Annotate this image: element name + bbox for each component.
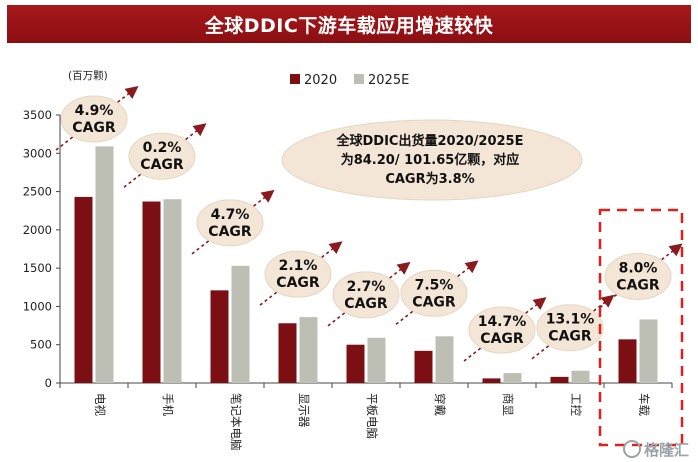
y-unit-label: (百万颗) [68, 70, 108, 82]
cagr-rate: 2.7% [347, 279, 386, 295]
bar-2025E-电视 [95, 146, 114, 383]
highlight-rect [598, 208, 684, 447]
cagr-bubble: 2.1%CAGR [259, 241, 343, 306]
y-tick-label: 2500 [23, 185, 52, 199]
watermark-logo [623, 440, 641, 458]
category-label: 平板电脑 [365, 393, 379, 439]
bar-2025E-平板电脑 [367, 337, 386, 383]
bar-2025E-车载 [639, 319, 658, 383]
bar-2025E-手机 [163, 199, 182, 383]
bar-2025E-穿戴 [435, 336, 454, 383]
legend-swatch-2020 [290, 74, 300, 84]
cagr-rate: 0.2% [143, 140, 182, 156]
cagr-rate: 13.1% [546, 312, 595, 328]
bubble-shape [536, 304, 604, 352]
bar-2020-手机 [142, 201, 161, 383]
cagr-bubble: 13.1%CAGR [531, 294, 615, 360]
cagr-label: CAGR [344, 296, 388, 312]
cagr-bubble: 0.2%CAGR [123, 123, 207, 188]
cagr-bubble: 7.5%CAGR [395, 260, 479, 325]
bar-2025E-商显 [503, 373, 522, 383]
cagr-label: CAGR [548, 329, 592, 345]
chart-title: 全球DDIC下游车载应用增速较快 [7, 5, 691, 43]
bubble-shape [196, 199, 264, 247]
cagr-rate: 2.1% [279, 258, 318, 274]
bar-2020-电视 [74, 196, 93, 383]
bar-2020-商显 [482, 378, 501, 383]
category-label: 商显 [501, 393, 515, 416]
y-tick-label: 1000 [23, 299, 52, 313]
legend-label-2025E: 2025E [368, 73, 409, 88]
cagr-bubble: 4.9%CAGR [55, 86, 139, 151]
cagr-label: CAGR [208, 224, 252, 240]
bar-2025E-工控 [571, 370, 590, 383]
cagr-bubble: 14.7%CAGR [463, 297, 547, 362]
legend-swatch-2025E [354, 74, 364, 84]
bubble-shape [128, 132, 196, 180]
category-label: 车载 [637, 393, 651, 416]
cagr-bubble: 4.7%CAGR [191, 189, 275, 255]
cagr-rate: 14.7% [478, 314, 527, 330]
bubble-shape [468, 306, 536, 354]
highlight-box [598, 208, 684, 447]
category-label: 穿戴 [433, 393, 447, 416]
bar-2025E-显示器 [299, 317, 318, 383]
cagr-rate: 4.7% [211, 207, 250, 223]
y-tick-label: 1500 [23, 261, 52, 275]
labels-group: 电视 手机 笔记本电脑 显示器 平板电脑 穿戴 商显 工控 车载 [93, 393, 651, 451]
cagr-label: CAGR [412, 294, 456, 310]
cagr-rate: 4.9% [75, 103, 114, 119]
cagr-label: CAGR [480, 331, 524, 347]
note-line: 全球DDIC出货量2020/2025E [336, 133, 524, 149]
cagr-label: CAGR [616, 277, 660, 293]
cagr-bubble: 8.0%CAGR [599, 243, 683, 309]
cagr-label: CAGR [276, 275, 320, 291]
bubble-shape [60, 95, 128, 143]
note-bubble [281, 119, 583, 201]
bubble-shape [264, 250, 332, 298]
watermark-text: 格隆汇 [644, 441, 689, 459]
bar-2020-车载 [618, 339, 637, 383]
legend-label-2020: 2020 [304, 73, 337, 88]
summary-note: 全球DDIC出货量2020/2025E 为84.20/ 101.65亿颗，对应 CA… [281, 119, 583, 201]
bars-group [74, 146, 658, 383]
category-label: 显示器 [297, 393, 311, 428]
category-label: 笔记本电脑 [229, 393, 243, 451]
chart-axes: 0 500 1000 1500 2000 2500 3000 3500 (百万颗) [23, 70, 673, 390]
bar-2020-工控 [550, 376, 569, 383]
bubble-shape [604, 252, 672, 300]
cagr-label: CAGR [140, 157, 184, 173]
category-label: 工控 [569, 393, 583, 416]
bubble-shape [332, 271, 400, 319]
category-label: 手机 [161, 393, 175, 416]
bar-2020-笔记本电脑 [210, 290, 229, 383]
y-tick-label: 3000 [23, 146, 52, 160]
y-tick-label: 3500 [23, 108, 52, 122]
cagr-label: CAGR [72, 120, 116, 136]
category-label: 电视 [93, 393, 107, 416]
bar-2025E-笔记本电脑 [231, 265, 250, 383]
watermark: 格隆汇 [623, 440, 689, 459]
y-tick-label: 2000 [23, 223, 52, 237]
bubble-shape [400, 269, 468, 317]
y-tick-label: 500 [30, 338, 52, 352]
bar-2020-显示器 [278, 323, 297, 383]
bar-2020-平板电脑 [346, 344, 365, 383]
note-line: 为84.20/ 101.65亿颗，对应 [341, 152, 520, 168]
legend: 2020 2025E [290, 73, 409, 88]
bar-2020-穿戴 [414, 350, 433, 383]
cagr-rate: 8.0% [619, 260, 658, 276]
cagr-bubble: 2.7%CAGR [327, 261, 411, 327]
y-tick-label: 0 [45, 376, 52, 390]
cagr-rate: 7.5% [415, 277, 454, 293]
note-line: CAGR为3.8% [385, 171, 474, 187]
